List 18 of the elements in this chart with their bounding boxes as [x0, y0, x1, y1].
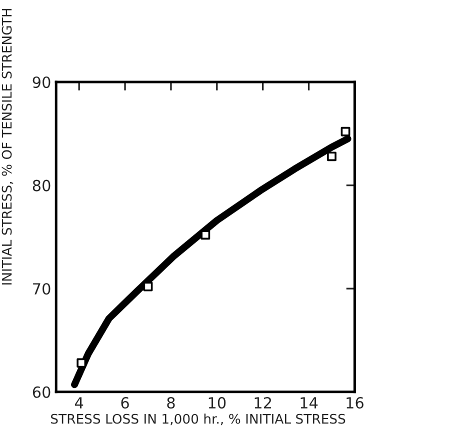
y-tick-label: 60 [32, 386, 50, 398]
x-tick-label: 16 [346, 397, 364, 409]
x-tick-label: 4 [74, 397, 84, 408]
y-tick-label: 70 [33, 283, 50, 295]
y-axis-title: INITIAL STRESS, % OF TENSILE STRENGTH [2, 8, 14, 284]
y-tick-label: 80 [32, 180, 50, 192]
x-axis-title: STRESS LOSS IN 1,000 hr., % INITIAL STRESS [51, 414, 346, 426]
x-tick-label: 8 [167, 397, 175, 409]
x-tick-label: 10 [208, 397, 226, 409]
x-tick-label: 6 [121, 397, 129, 409]
point [327, 152, 336, 162]
point [200, 230, 210, 240]
x-tick-label: 12 [254, 397, 272, 408]
point [143, 282, 153, 292]
point [340, 126, 350, 136]
x-tick-label: 14 [300, 397, 318, 408]
point [76, 358, 86, 368]
y-tick-label: 90 [32, 76, 50, 88]
